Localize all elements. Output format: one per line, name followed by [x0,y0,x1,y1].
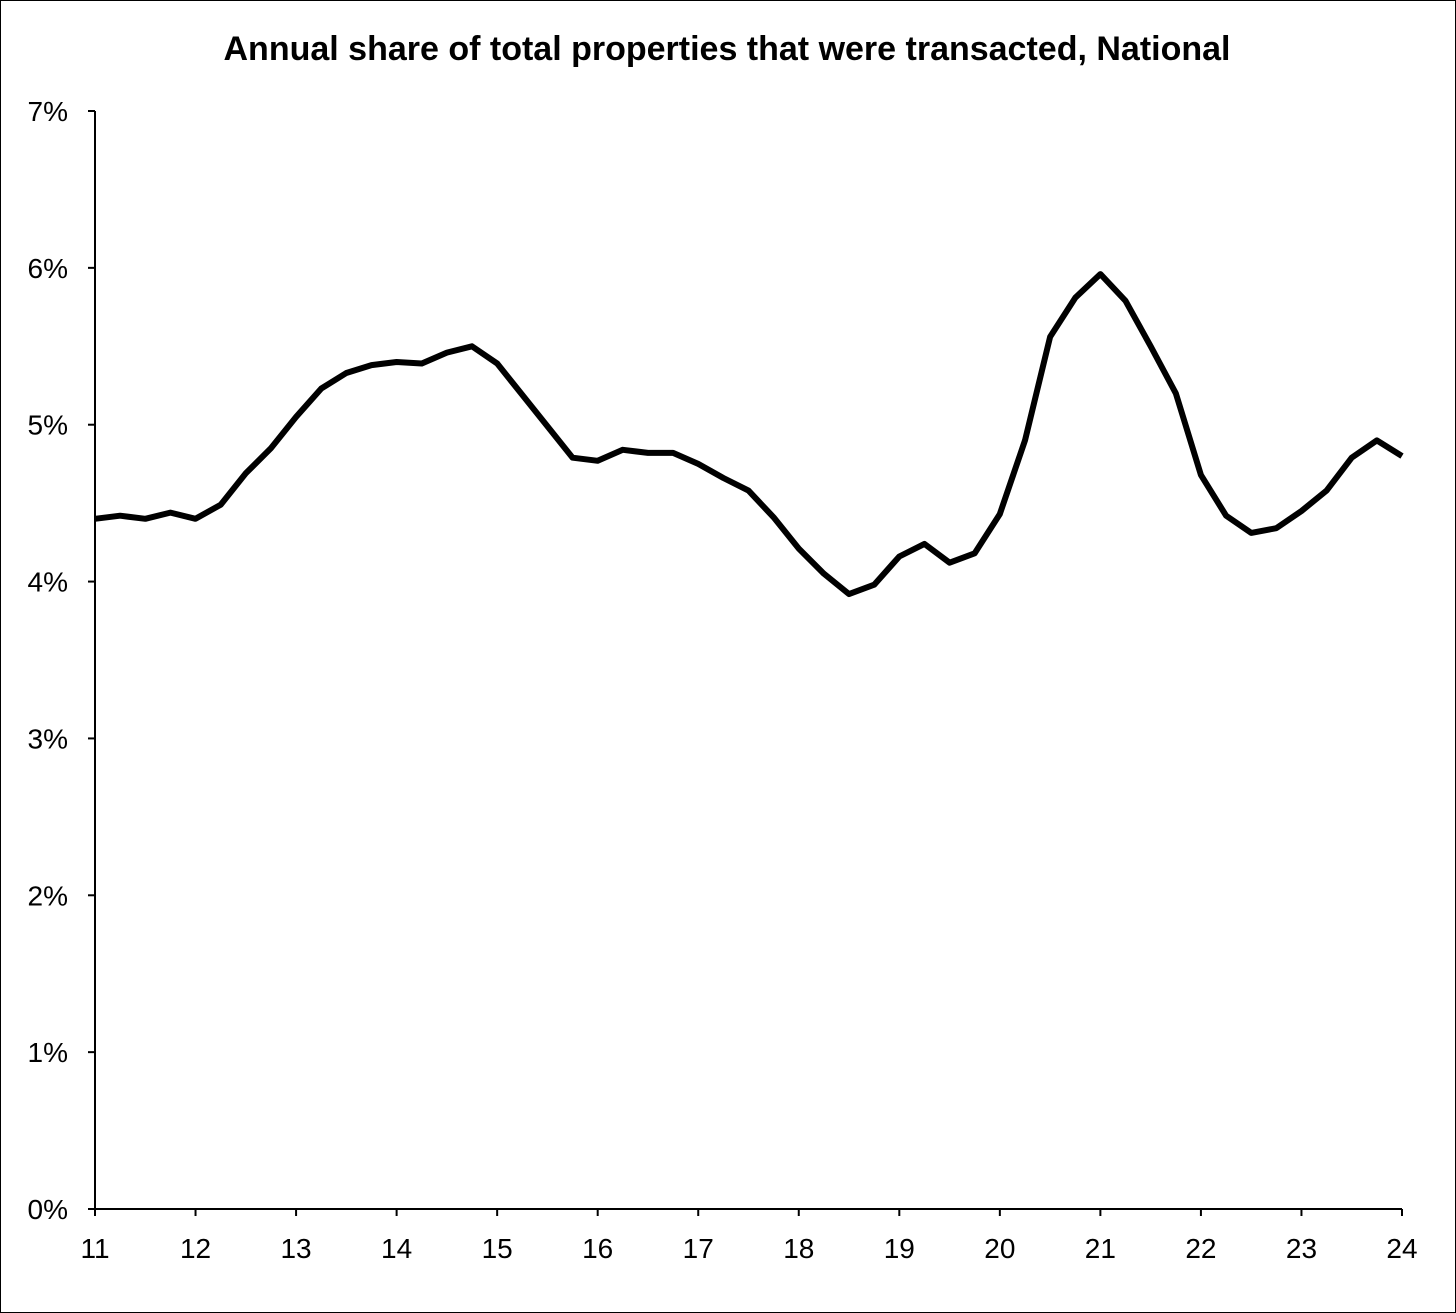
x-tick-label: 18 [783,1233,814,1264]
data-point [1399,453,1405,459]
x-tick-label: 23 [1286,1233,1317,1264]
data-point [1324,488,1330,494]
data-point [1198,472,1204,478]
data-point [846,591,852,597]
y-tick-label: 4% [28,567,68,598]
data-point [972,550,978,556]
x-tick-label: 20 [984,1233,1015,1264]
data-point [1374,437,1380,443]
chart-title: Annual share of total properties that we… [224,30,1231,68]
data-point [695,461,701,467]
data-point [167,510,173,516]
data-point [1148,343,1154,349]
data-point [1173,390,1179,396]
data-point [947,560,953,566]
x-tick-label: 19 [884,1233,915,1264]
data-point [896,553,902,559]
y-tick-label: 5% [28,410,68,441]
data-point [544,423,550,429]
data-point [1047,334,1053,340]
data-point [921,541,927,547]
data-point [620,447,626,453]
x-tick-label: 22 [1185,1233,1216,1264]
data-point [268,445,274,451]
data-point [1298,508,1304,514]
data-point [746,488,752,494]
data-point [293,414,299,420]
data-point [821,571,827,577]
data-point [444,350,450,356]
data-point [494,361,500,367]
x-tick-label: 14 [381,1233,412,1264]
data-point [117,513,123,519]
x-tick-label: 21 [1085,1233,1116,1264]
data-point [368,362,374,368]
y-axis-ticks: 0% 1% 2% 3% 4% 5% 6% 7% [28,96,95,1225]
data-point [871,582,877,588]
data-point [218,502,224,508]
x-tick-label: 13 [280,1233,311,1264]
x-tick-label: 12 [180,1233,211,1264]
data-point [419,361,425,367]
data-point [670,450,676,456]
data-point [1248,530,1254,536]
y-tick-label: 1% [28,1037,68,1068]
data-point [394,359,400,365]
x-tick-label: 17 [683,1233,714,1264]
data-point [796,546,802,552]
data-point [92,516,98,522]
data-point [519,392,525,398]
y-tick-label: 7% [28,96,68,127]
y-tick-label: 3% [28,723,68,754]
x-tick-label: 24 [1386,1233,1417,1264]
data-point [595,458,601,464]
x-tick-label: 15 [482,1233,513,1264]
data-point [1022,437,1028,443]
data-point [570,455,576,461]
y-tick-label: 0% [28,1194,68,1225]
y-tick-label: 6% [28,253,68,284]
x-axis-ticks: 11 12 13 14 15 16 17 18 19 20 21 22 23 24 [80,1209,1418,1264]
y-tick-label: 2% [28,880,68,911]
data-point [645,450,651,456]
data-point [1097,271,1103,277]
data-point [1072,295,1078,301]
data-point [469,343,475,349]
data-point [1223,513,1229,519]
data-point [997,511,1003,517]
data-point [720,475,726,481]
data-point [142,516,148,522]
data-point [193,516,199,522]
x-tick-label: 11 [80,1233,109,1264]
data-point [1273,525,1279,531]
data-point [318,386,324,392]
data-point [243,470,249,476]
data-point [771,514,777,520]
x-tick-label: 16 [582,1233,613,1264]
data-point [1349,455,1355,461]
data-point [1123,298,1129,304]
series-line-national [94,271,1404,598]
data-point [343,370,349,376]
series-layer [92,271,1405,598]
